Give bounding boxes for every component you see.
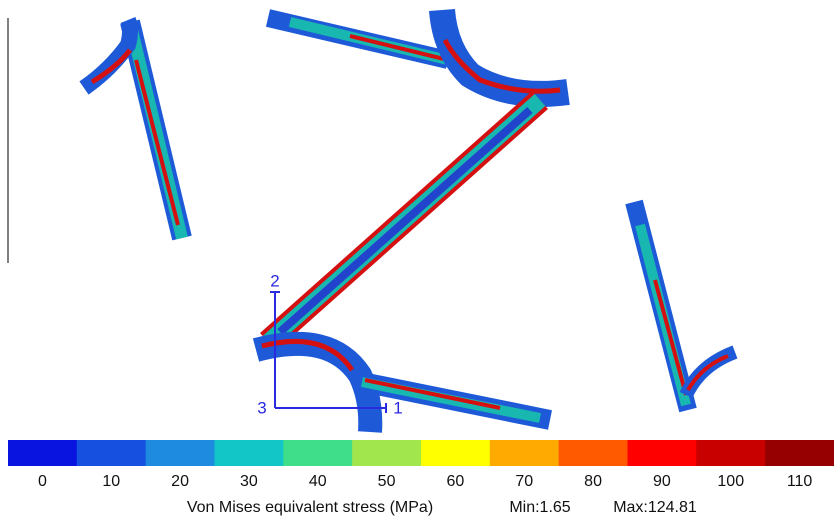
triad-label: 1 — [393, 398, 402, 417]
colorbar-segment — [627, 440, 697, 466]
colorbar: 0 10 20 30 40 50 60 70 80 90 100 110 — [8, 440, 834, 490]
max-label: Max:124.81 — [613, 499, 697, 516]
colorbar-label: 80 — [584, 473, 602, 490]
min-label: Min:1.65 — [509, 499, 570, 516]
colorbar-segment — [765, 440, 834, 466]
colorbar-label: 100 — [717, 473, 744, 490]
triad-label: 2 — [270, 271, 279, 290]
colorbar-label: 0 — [38, 473, 47, 490]
triad-label: 3 — [257, 398, 266, 417]
colorbar-segment — [8, 440, 78, 466]
colorbar-label: 50 — [378, 473, 396, 490]
colorbar-segment — [696, 440, 766, 466]
colorbar-segment — [214, 440, 284, 466]
axis-triad: 2 1 3 — [257, 271, 402, 417]
colorbar-segment — [352, 440, 422, 466]
colorbar-label: 20 — [171, 473, 189, 490]
colorbar-label: 40 — [309, 473, 327, 490]
colorbar-label: 60 — [447, 473, 465, 490]
mesh — [79, 8, 738, 433]
colorbar-segment — [283, 440, 353, 466]
colorbar-label: 110 — [787, 473, 813, 490]
colorbar-label: 70 — [515, 473, 533, 490]
colorbar-segment — [421, 440, 491, 466]
colorbar-segment — [76, 440, 147, 466]
colorbar-label: 30 — [240, 473, 258, 490]
colorbar-segment — [145, 440, 215, 466]
colorbar-label: 90 — [653, 473, 671, 490]
colorbar-segment — [558, 440, 628, 466]
caption: Von Mises equivalent stress (MPa) — [187, 499, 433, 516]
colorbar-label: 10 — [102, 473, 120, 490]
colorbar-segment — [489, 440, 560, 466]
